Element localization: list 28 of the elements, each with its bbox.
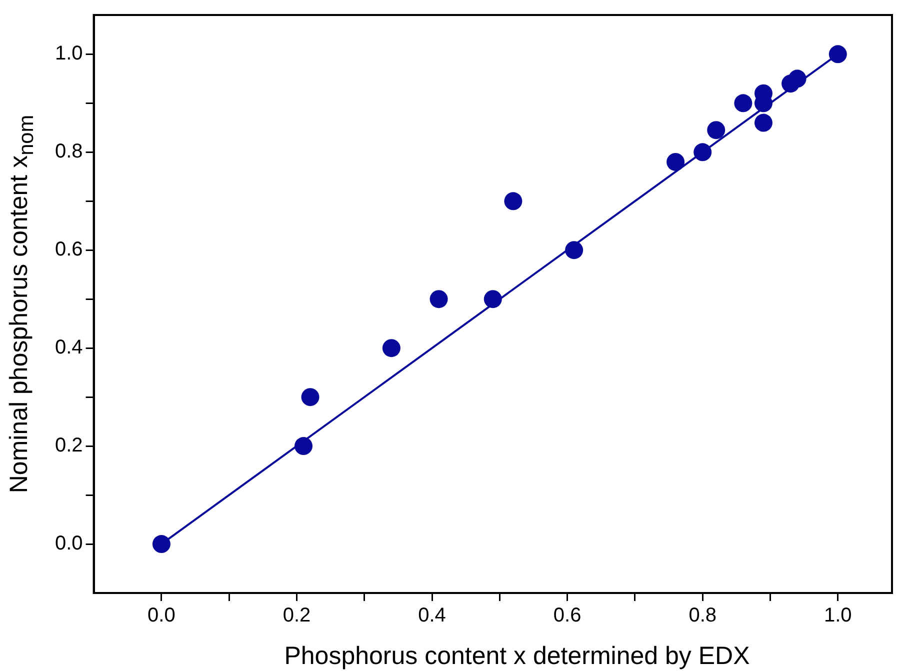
x-tick-label: 0.8 xyxy=(688,604,717,627)
point xyxy=(788,70,806,88)
point xyxy=(734,94,752,112)
x-tick-label: 0.4 xyxy=(418,604,446,627)
y-tick-label: 0.8 xyxy=(54,140,83,163)
y-tick-label: 0.6 xyxy=(54,238,83,261)
point xyxy=(828,45,847,64)
x-tick-label: 0.6 xyxy=(553,604,582,627)
x-tick-label: 1.0 xyxy=(824,604,852,627)
point xyxy=(301,388,320,406)
point xyxy=(754,114,772,132)
point xyxy=(382,339,400,358)
x-tick-label: 0.2 xyxy=(282,604,311,627)
point xyxy=(504,192,522,210)
point xyxy=(707,121,726,140)
x-axis-title: Phosphorus content x determined by EDX xyxy=(283,642,751,671)
y-tick-label: 0.4 xyxy=(54,336,83,359)
y-tick-label: 0.2 xyxy=(54,434,83,457)
point xyxy=(152,535,170,554)
point xyxy=(666,152,685,171)
point xyxy=(294,437,312,456)
x-tick-label: 0.0 xyxy=(148,604,176,627)
y-tick-label: 1.0 xyxy=(54,42,83,65)
point xyxy=(694,143,712,162)
y-tick-label: 0.0 xyxy=(54,532,83,555)
point xyxy=(565,241,584,260)
point xyxy=(484,290,502,308)
point xyxy=(430,290,448,308)
